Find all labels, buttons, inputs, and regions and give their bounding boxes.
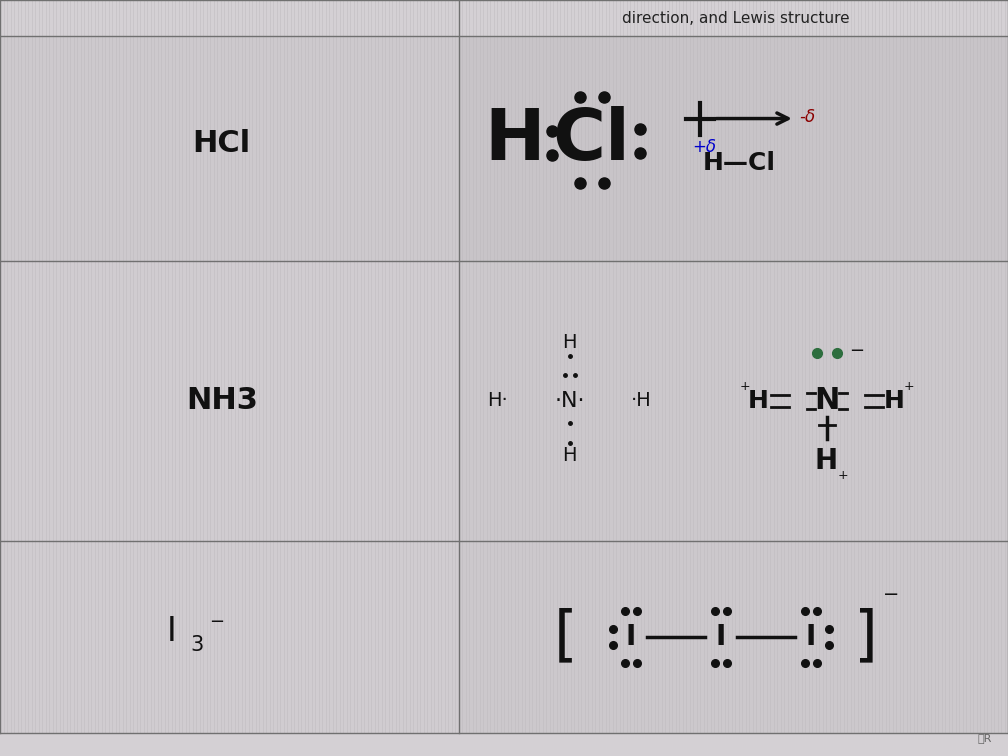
Text: I: I	[166, 615, 176, 649]
Text: −: −	[849, 342, 864, 360]
Text: +: +	[903, 380, 914, 393]
Text: [: [	[553, 607, 578, 667]
Text: −: −	[883, 585, 899, 605]
Text: H: H	[485, 106, 545, 175]
Bar	[459, 36, 1008, 261]
Text: +: +	[739, 380, 750, 393]
Text: H·: H·	[487, 391, 508, 411]
Text: ]: ]	[854, 607, 878, 667]
Bar	[0, 541, 459, 733]
Text: H: H	[815, 447, 838, 475]
Text: 3: 3	[190, 635, 204, 655]
Text: NH3: NH3	[185, 386, 258, 415]
Text: I: I	[716, 623, 726, 651]
Text: +δ: +δ	[692, 138, 717, 156]
Text: ·N·: ·N·	[554, 391, 585, 411]
Text: H: H	[562, 446, 577, 465]
Text: ⌷R: ⌷R	[978, 733, 992, 743]
Text: H: H	[748, 389, 769, 413]
Bar	[0, 261, 459, 541]
Text: direction, and Lewis structure: direction, and Lewis structure	[622, 11, 850, 26]
Text: -δ: -δ	[799, 107, 815, 125]
Bar	[0, 36, 459, 261]
Bar	[459, 261, 1008, 541]
Text: Cl: Cl	[552, 106, 631, 175]
Text: H—Cl: H—Cl	[704, 150, 776, 175]
Text: −: −	[209, 613, 225, 631]
Bar	[0, 0, 1008, 36]
Text: I: I	[805, 623, 815, 651]
Text: H: H	[884, 389, 905, 413]
Text: I: I	[626, 623, 636, 651]
Text: HCl: HCl	[193, 129, 251, 158]
Text: +: +	[838, 469, 848, 482]
Bar	[459, 541, 1008, 733]
Text: H: H	[562, 333, 577, 352]
Text: ·H: ·H	[631, 391, 652, 411]
Text: N: N	[813, 386, 840, 415]
